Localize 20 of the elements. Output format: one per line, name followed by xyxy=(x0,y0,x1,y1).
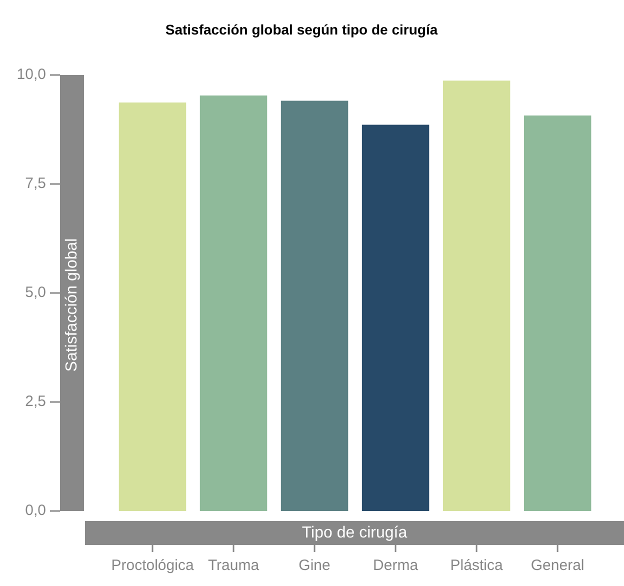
bar xyxy=(200,95,268,511)
x-tick-label: General xyxy=(530,557,584,574)
x-tick-label: Derma xyxy=(373,557,419,574)
y-tick-label: 5,0 xyxy=(25,284,46,302)
bar xyxy=(118,102,186,511)
y-axis-title: Satisfacción global xyxy=(63,238,80,372)
chart-title: Satisfacción global según tipo de cirugía xyxy=(165,21,438,38)
y-tick-label: 2,5 xyxy=(25,393,46,410)
x-tick-label: Proctológica xyxy=(111,557,194,574)
y-tick-label: 10,0 xyxy=(16,66,46,84)
y-tick-label: 7,5 xyxy=(25,175,46,192)
bar xyxy=(280,100,348,511)
x-axis-title: Tipo de cirugía xyxy=(302,524,408,542)
y-tick-label: 0,0 xyxy=(25,502,46,520)
x-tick-label: Trauma xyxy=(208,557,260,574)
bar xyxy=(362,124,430,511)
x-tick-label: Gine xyxy=(298,557,330,574)
x-tick-label: Plástica xyxy=(450,557,504,574)
bar xyxy=(442,80,510,511)
bar xyxy=(524,116,592,511)
